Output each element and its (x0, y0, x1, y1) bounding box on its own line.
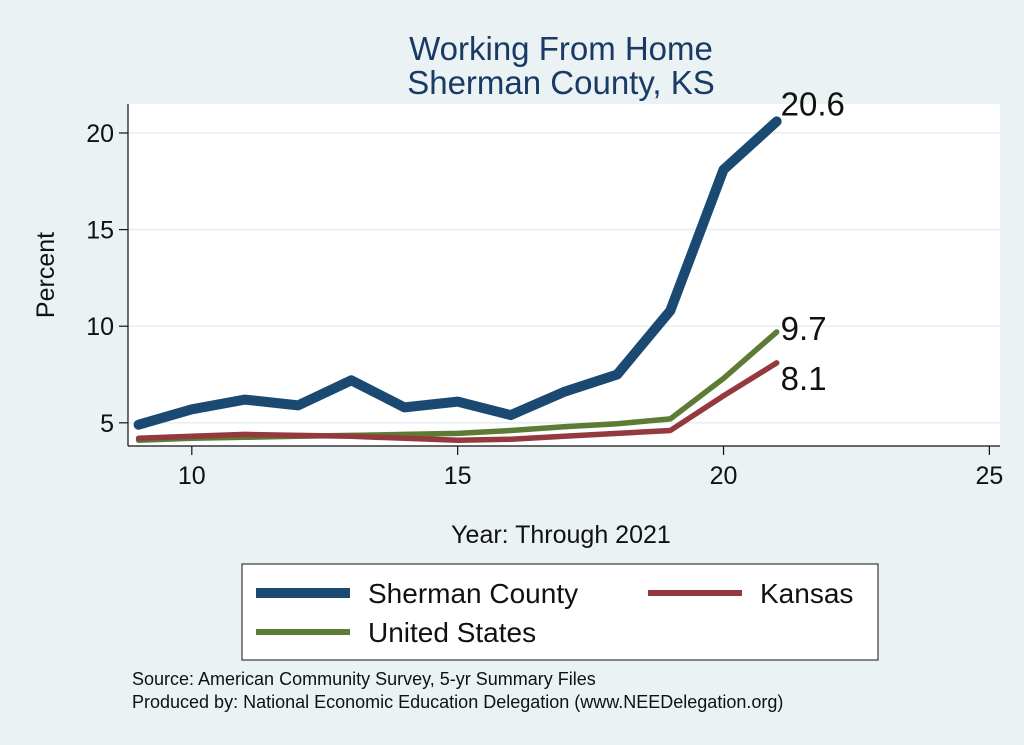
end-label-sherman-county: 20.6 (781, 85, 845, 122)
gridlines (128, 132, 1000, 424)
x-tick-label: 15 (444, 462, 472, 490)
y-tick-label: 5 (100, 410, 114, 438)
x-tick-label: 10 (178, 462, 206, 490)
chart-title-line-2: Sherman County, KS (407, 64, 715, 101)
source-line-1: Source: American Community Survey, 5-yr … (132, 669, 596, 689)
series-line-sherman-county (133, 116, 782, 430)
legend-box (241, 563, 879, 661)
y-axis-title: Percent (32, 232, 60, 318)
axis-ticks: 5 10 15 20 10 15 20 25 (86, 120, 1003, 490)
y-tick-label: 10 (86, 313, 114, 341)
series-lines (133, 116, 782, 443)
x-tick-label: 20 (710, 462, 738, 490)
source-line-2: Produced by: National Economic Education… (132, 692, 783, 712)
y-tick-label: 15 (86, 217, 114, 245)
end-labels: 20.6 8.1 9.7 (781, 85, 845, 397)
x-tick-label: 25 (975, 462, 1003, 490)
legend-label-united-states: United States (368, 617, 536, 648)
x-axis-title: Year: Through 2021 (451, 521, 671, 549)
series-line-kansas (135, 360, 780, 443)
end-label-kansas: 8.1 (781, 360, 827, 397)
chart-title-line-1: Working From Home (409, 30, 713, 67)
legend-label-kansas: Kansas (760, 578, 853, 609)
end-label-united-states: 9.7 (781, 310, 827, 347)
legend: Sherman County Kansas United States (241, 563, 879, 661)
y-tick-label: 20 (86, 120, 114, 148)
series-line-united-states (135, 329, 780, 443)
legend-label-sherman-county: Sherman County (368, 578, 578, 609)
